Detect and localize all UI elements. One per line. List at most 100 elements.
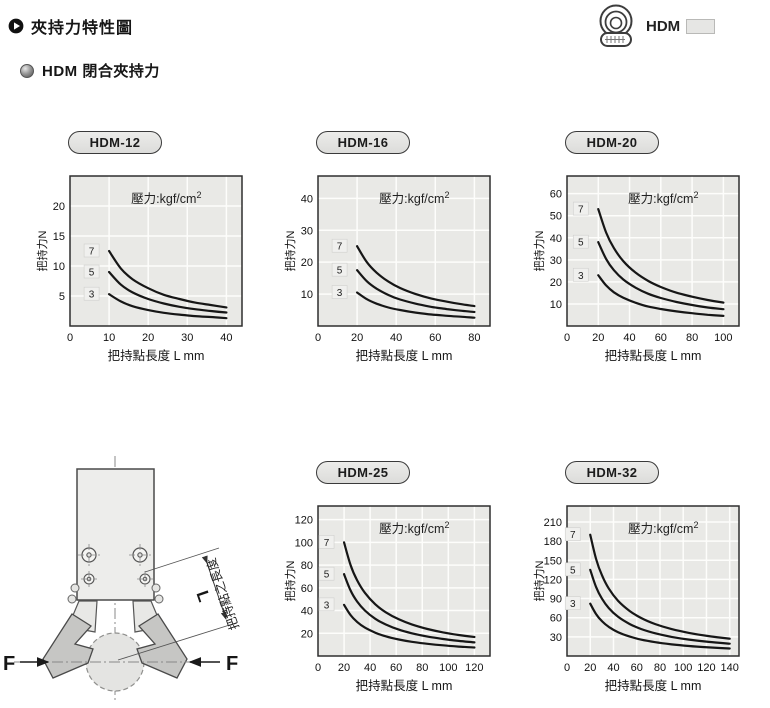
y-tick-label: 30	[550, 632, 562, 644]
series-curve-7	[589, 533, 731, 640]
series-curve-5	[589, 568, 731, 645]
y-tick-label: 40	[301, 606, 313, 618]
plot-area	[567, 506, 739, 656]
y-tick-label: 180	[544, 536, 562, 548]
chart-plot-hdm-20: 0 20 40 60 80 100 10 20 30 40 50 60 把持點長度 L mm 把持力N 壓力…	[532, 170, 749, 366]
y-tick-label: 20	[550, 277, 562, 289]
x-tick-label: 40	[364, 662, 376, 674]
y-tick-label: 20	[53, 201, 65, 213]
y-tick-label: 60	[301, 583, 313, 595]
chart-hdm-16: HDM-16 0 20 40 60 80 10 20 30 40 把持點長度 L mm 把持力N 壓力…	[283, 131, 510, 366]
series-curve-5	[355, 269, 476, 314]
plot-border	[566, 505, 740, 657]
series-curve-7	[597, 207, 725, 304]
series-label-5: 5	[337, 266, 343, 277]
x-tick-label: 80	[654, 662, 666, 674]
series-curve-3	[355, 291, 476, 319]
x-tick-label: 20	[351, 332, 363, 344]
pressure-annotation: 壓力:kgf/cm2	[628, 190, 698, 206]
series-label-3: 3	[570, 599, 576, 610]
series-label-box-5	[331, 262, 348, 277]
bullet-icon	[20, 63, 34, 78]
x-tick-label: 60	[655, 332, 667, 344]
y-axis-title: 把持力N	[284, 230, 297, 271]
plot-border	[69, 175, 243, 327]
plot-border	[317, 505, 491, 657]
series-label-box-7	[83, 243, 100, 258]
x-axis-title: 把持點長度 L mm	[356, 348, 453, 363]
chart-hdm-32: HDM-32 0 20 40 60 80 100 120 140 30 60 90 120 150 180…	[532, 461, 759, 696]
x-tick-label: 0	[67, 332, 73, 344]
brand-block: HDM	[592, 2, 716, 50]
dimension-line	[201, 555, 227, 620]
y-tick-label: 60	[550, 189, 562, 201]
y-tick-label: 40	[301, 193, 313, 205]
chart-hdm-12: HDM-12 0 10 20 30 40 5 10 15 20 把持點長度 L mm 把持力N 壓力:…	[35, 131, 262, 366]
y-tick-label: 15	[53, 231, 65, 243]
series-label-box-3	[331, 285, 348, 299]
series-label-5: 5	[89, 268, 95, 279]
y-axis-title: 把持力N	[533, 230, 546, 271]
chart-hdm-20: HDM-20 0 20 40 60 80 100 10 20 30 40 50 60 把持點長度 L m…	[532, 131, 759, 366]
pressure-annotation: 壓力:kgf/cm2	[379, 520, 449, 536]
y-tick-label: 10	[301, 289, 313, 301]
x-tick-label: 40	[390, 332, 402, 344]
gripper-product-icon	[599, 4, 633, 47]
series-label-box-3	[564, 596, 581, 610]
series-label-box-7	[331, 238, 348, 253]
force-label-right: F	[226, 653, 238, 675]
series-label-box-5	[564, 562, 581, 577]
y-tick-label: 60	[550, 613, 562, 625]
x-tick-label: 0	[564, 332, 570, 344]
x-tick-label: 20	[592, 332, 604, 344]
series-label-7: 7	[337, 242, 343, 253]
x-axis-title: 把持點長度 L mm	[605, 678, 702, 693]
series-label-box-3	[572, 267, 589, 282]
x-tick-label: 0	[564, 662, 570, 674]
chart-plot-hdm-32: 0 20 40 60 80 100 120 140 30 60 90 120 150 180 210 把持點長…	[532, 500, 749, 696]
x-tick-label: 80	[468, 332, 480, 344]
y-tick-label: 90	[550, 594, 562, 606]
series-curve-7	[355, 245, 476, 308]
dimension-extension-lines	[117, 547, 237, 661]
series-curve-5	[342, 573, 476, 644]
series-label-7: 7	[578, 205, 584, 216]
y-tick-label: 10	[550, 299, 562, 311]
series-label-7: 7	[324, 538, 330, 549]
x-tick-label: 100	[674, 662, 692, 674]
gripper-dimension-diagram: F F L 把持點之長度	[3, 456, 242, 702]
series-label-5: 5	[570, 565, 576, 576]
x-tick-label: 100	[439, 662, 457, 674]
y-tick-label: 80	[301, 560, 313, 572]
x-tick-label: 10	[103, 332, 115, 344]
brand-name: HDM	[646, 17, 681, 35]
chart-title-badge: HDM-12	[68, 131, 162, 154]
chart-title-badge: HDM-20	[565, 131, 659, 154]
x-tick-label: 40	[607, 662, 619, 674]
x-tick-label: 60	[631, 662, 643, 674]
bolt-holes	[78, 544, 153, 587]
chart-plot-hdm-12: 0 10 20 30 40 5 10 15 20 把持點長度 L mm 把持力N 壓力:kgf/cm2…	[35, 170, 252, 366]
series-label-7: 7	[89, 247, 95, 258]
y-axis-title: 把持力N	[284, 560, 297, 601]
chart-svg: 0 20 40 60 80 10 20 30 40 把持點長度 L mm 把持力N 壓力:kgf/cm…	[283, 175, 491, 363]
series-label-box-3	[83, 286, 100, 301]
pivot-lugs	[67, 583, 164, 604]
series-label-box-5	[318, 566, 335, 581]
series-label-5: 5	[578, 238, 584, 249]
series-label-box-7	[564, 527, 581, 542]
y-tick-label: 20	[301, 628, 313, 640]
y-tick-label: 210	[544, 517, 562, 529]
series-label-box-7	[318, 535, 335, 549]
chart-svg: 0 10 20 30 40 5 10 15 20 把持點長度 L mm 把持力N 壓力:kgf/cm2…	[35, 175, 243, 363]
pressure-annotation: 壓力:kgf/cm2	[131, 190, 201, 206]
x-tick-label: 40	[220, 332, 232, 344]
x-tick-label: 30	[181, 332, 193, 344]
series-curve-3	[597, 274, 725, 317]
y-tick-label: 100	[295, 537, 313, 549]
series-label-3: 3	[578, 271, 584, 282]
series-label-3: 3	[337, 288, 343, 299]
x-tick-label: 140	[721, 662, 739, 674]
x-axis-title: 把持點長度 L mm	[605, 348, 702, 363]
